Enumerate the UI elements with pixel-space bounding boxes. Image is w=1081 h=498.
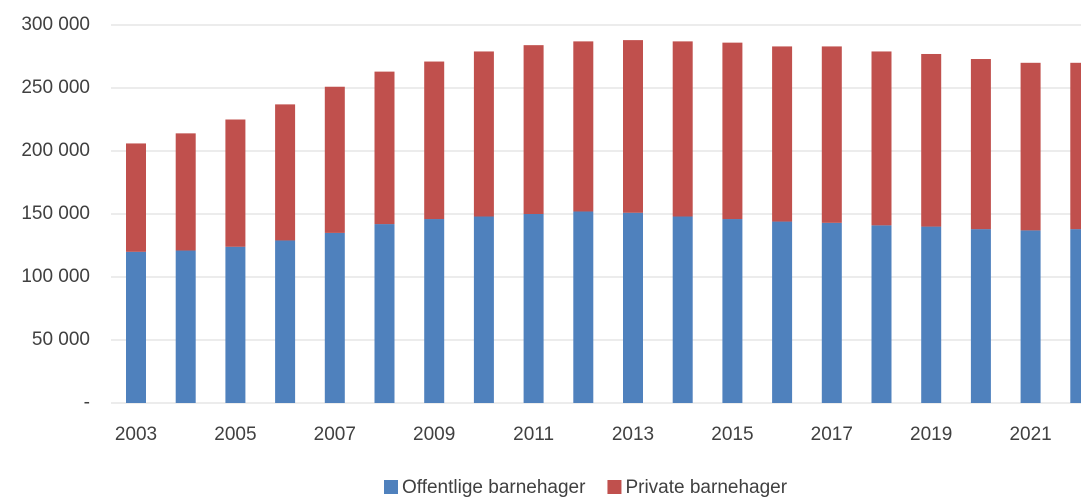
bar — [424, 61, 445, 220]
bar — [275, 240, 296, 403]
bar — [772, 46, 793, 222]
bar — [970, 59, 991, 230]
bar — [1070, 229, 1081, 403]
legend-label: Offentlige barnehager — [402, 477, 586, 498]
bar — [1020, 230, 1041, 403]
bar — [821, 222, 842, 403]
bar — [1020, 62, 1041, 231]
x-tick-label: 2015 — [711, 424, 753, 445]
bar — [722, 42, 743, 220]
y-tick-label: 150 000 — [21, 203, 90, 224]
bar — [473, 216, 494, 403]
bar — [623, 40, 643, 213]
y-tick-label: - — [84, 392, 90, 413]
bar — [921, 53, 942, 227]
bar — [573, 41, 594, 212]
bar — [821, 46, 842, 223]
bar — [374, 71, 395, 225]
x-tick-label: 2009 — [413, 424, 455, 445]
x-tick-label: 2019 — [910, 424, 952, 445]
bar — [473, 51, 494, 217]
bar — [324, 86, 345, 233]
bar — [175, 250, 196, 403]
legend-swatch — [607, 480, 622, 494]
y-tick-label: 100 000 — [21, 266, 90, 287]
bar — [921, 226, 942, 403]
x-tick-label: 2003 — [115, 424, 157, 445]
bar — [623, 212, 643, 403]
bar — [523, 45, 544, 214]
bar — [126, 251, 146, 403]
x-tick-label: 2007 — [314, 424, 356, 445]
bar — [523, 214, 544, 403]
bar — [175, 133, 196, 251]
x-tick-label: 2005 — [214, 424, 256, 445]
x-tick-label: 2011 — [513, 424, 554, 445]
bar — [722, 219, 743, 403]
bar — [126, 143, 146, 252]
bar — [672, 216, 693, 403]
x-tick-label: 2013 — [612, 424, 654, 445]
y-tick-label: 300 000 — [21, 14, 90, 35]
bar — [275, 104, 296, 241]
bar — [970, 229, 991, 403]
legend-swatch — [384, 480, 398, 494]
y-tick-label: 200 000 — [21, 140, 90, 161]
y-tick-label: 250 000 — [21, 77, 90, 98]
x-tick-label: 2021 — [1009, 424, 1051, 445]
bar — [424, 219, 445, 403]
y-tick-label: 50 000 — [32, 329, 90, 350]
bar — [871, 225, 892, 403]
bar — [324, 232, 345, 403]
bar — [772, 221, 793, 403]
bar — [225, 119, 246, 247]
legend-label: Private barnehager — [625, 477, 787, 498]
x-tick-label: 2017 — [811, 424, 853, 445]
bar — [573, 211, 594, 403]
bar — [1070, 62, 1081, 230]
bar — [871, 51, 892, 226]
bar — [225, 246, 246, 403]
bar — [672, 41, 693, 217]
bar — [374, 224, 395, 403]
